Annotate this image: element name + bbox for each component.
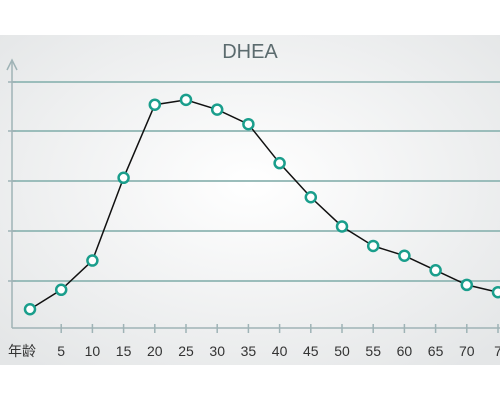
data-point [273, 156, 286, 170]
data-point [429, 264, 442, 277]
chart-title: DHEA [222, 41, 278, 63]
x-tick-label: 25 [178, 343, 194, 359]
x-axis-label: 年龄 [8, 343, 36, 359]
x-tick-label: 45 [303, 343, 319, 359]
y-axis-arrow-icon [6, 58, 18, 71]
x-tick-label: 50 [334, 343, 350, 359]
data-point [335, 220, 349, 233]
x-tick-label: 60 [397, 343, 413, 359]
data-point [491, 285, 500, 299]
data-point [179, 93, 193, 107]
x-tick-label: 10 [85, 343, 101, 359]
x-tick-label: 20 [147, 343, 163, 359]
x-tick-label: 70 [459, 343, 475, 359]
x-tick-label: 40 [272, 343, 288, 359]
x-tick-label: 7 [494, 343, 500, 359]
data-point [304, 191, 318, 204]
data-point [23, 303, 37, 316]
data-point [366, 239, 380, 253]
x-tick-label: 5 [57, 343, 65, 359]
x-tick-label: 15 [116, 343, 132, 359]
data-point [460, 278, 474, 292]
data-point [242, 117, 255, 131]
x-tick-label: 65 [428, 343, 444, 359]
data-point [54, 283, 68, 297]
series-line [29, 99, 499, 310]
data-point [210, 103, 224, 116]
data-point [117, 171, 130, 185]
data-point [398, 249, 411, 262]
x-tick-label: 30 [209, 343, 225, 359]
data-point [86, 254, 99, 267]
x-tick-label: 35 [241, 343, 257, 359]
data-point [148, 98, 162, 111]
x-tick-label: 55 [365, 343, 381, 359]
plot-background [0, 35, 500, 365]
